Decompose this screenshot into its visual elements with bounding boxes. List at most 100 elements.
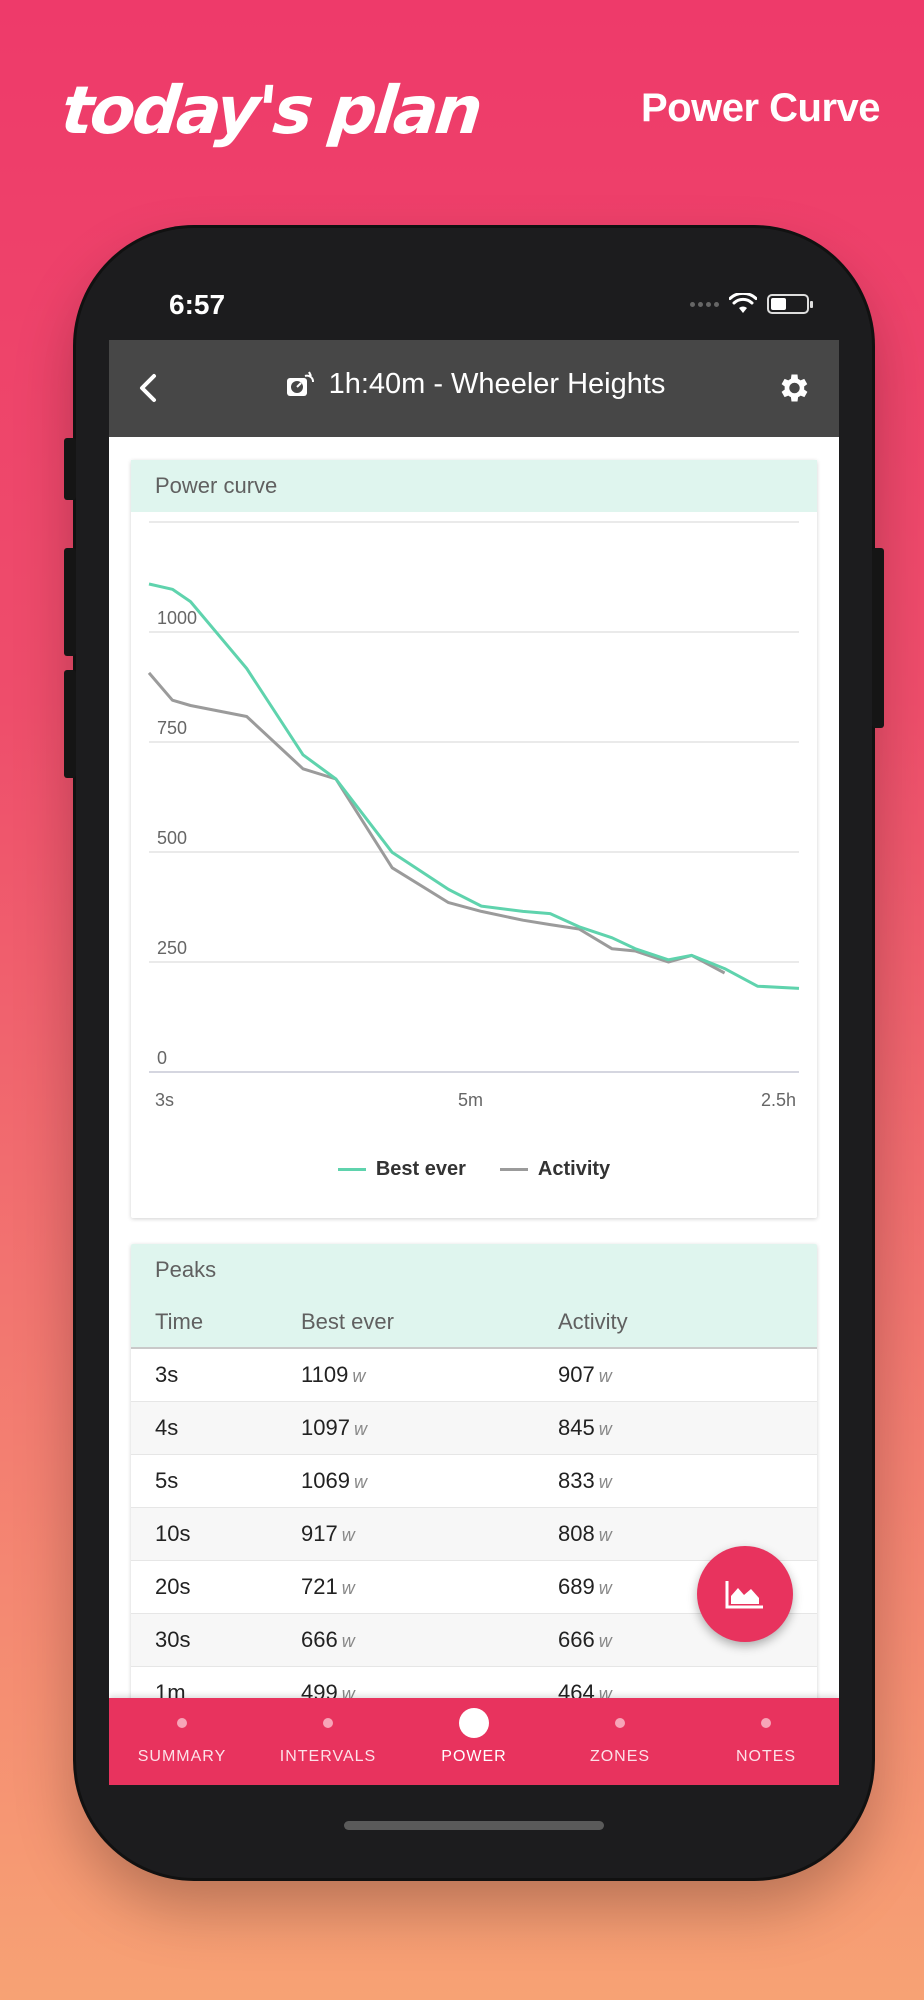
cell-best-ever: 721 w [301,1560,558,1614]
nav-label: ZONES [589,1748,651,1765]
cellular-signal-icon [690,301,719,307]
unit-label: w [598,1577,612,1598]
unit-label: w [352,1365,366,1386]
chevron-left-icon[interactable] [129,368,169,408]
app-bar: 1h:40m - Wheeler Heights [109,340,839,437]
cell-time: 10s [131,1507,301,1561]
nav-label: SUMMARY [137,1748,227,1765]
speedometer-icon [286,371,314,396]
nav-dot-icon [761,1718,771,1728]
status-time: 6:57 [169,289,226,320]
activity-value: 845 [558,1414,595,1440]
column-header-activity: Activity [558,1296,817,1349]
unit-label: w [598,1471,612,1492]
cell-time: 5s [131,1454,301,1508]
x-tick-label: 3s [155,1090,174,1110]
table-row: 30s 666 w 666 w [131,1613,817,1667]
legend-label-activity: Activity [537,1158,611,1180]
activity-value: 666 [558,1626,595,1652]
nav-notes[interactable]: NOTES [693,1698,839,1785]
unit-label: w [353,1418,367,1439]
cell-activity: 845 w [558,1401,817,1455]
activity-value: 689 [558,1573,595,1599]
column-header-best-ever: Best ever [301,1296,558,1349]
best-value: 1097 [301,1414,350,1440]
nav-zones[interactable]: ZONES [547,1698,693,1785]
y-tick-label: 1000 [157,608,197,628]
app-screen: 1h:40m - Wheeler Heights Power curve 100… [109,340,839,1785]
promo-title: Power Curve [640,86,881,130]
battery-level [771,298,787,310]
area-chart-icon [725,1581,763,1609]
legend-item-activity[interactable]: Activity [499,1158,611,1181]
cell-best-ever: 1097 w [301,1401,558,1455]
phone-mute-switch [64,438,76,500]
cell-best-ever: 917 w [301,1507,558,1561]
nav-intervals[interactable]: INTERVALS [255,1698,401,1785]
nav-dot-active-icon [459,1708,489,1738]
phone-volume-down [64,670,76,778]
activity-title: 1h:40m - Wheeler Heights [109,368,839,401]
cell-activity: 833 w [558,1454,817,1508]
y-tick-label: 500 [157,828,187,848]
best-value: 917 [301,1520,338,1546]
table-row: 10s 917 w 808 w [131,1507,817,1561]
unit-label: w [598,1630,612,1651]
power-curve-card: Power curve 1000 750 500 250 0 3s 5m 2.5h Best … [131,460,817,1218]
cell-time: 1m [131,1666,301,1704]
unit-label: w [353,1471,367,1492]
phone-volume-up [64,548,76,656]
home-indicator[interactable] [344,1821,604,1830]
nav-label: POWER [441,1748,507,1765]
legend-item-best-ever[interactable]: Best ever [337,1158,466,1181]
cell-time: 30s [131,1613,301,1667]
table-row: 3s 1109 w 907 w [131,1348,817,1402]
legend-swatch-activity [499,1168,528,1171]
cell-activity: 907 w [558,1348,817,1402]
table-row: 5s 1069 w 833 w [131,1454,817,1508]
bottom-nav: SUMMARY INTERVALS POWER ZONES NOTES [109,1698,839,1785]
y-tick-label: 750 [157,718,187,738]
chart-view-button[interactable] [697,1546,793,1642]
status-bar: 6:57 [109,275,839,340]
brand-logo: today's plan [57,72,484,149]
unit-label: w [341,1577,355,1598]
best-value: 666 [301,1626,338,1652]
y-tick-label: 250 [157,938,187,958]
activity-title-text: 1h:40m - Wheeler Heights [328,368,666,400]
activity-value: 808 [558,1520,595,1546]
nav-power[interactable]: POWER [401,1698,547,1785]
x-tick-label: 2.5h [761,1090,796,1110]
unit-label: w [598,1524,612,1545]
unit-label: w [341,1524,355,1545]
power-curve-chart: 1000 750 500 250 0 3s 5m 2.5h [147,521,800,1110]
wifi-icon [729,293,757,313]
gear-icon[interactable] [775,370,811,406]
x-tick-label: 5m [458,1090,483,1110]
activity-value: 833 [558,1467,595,1493]
battery-icon [767,294,813,314]
peaks-table: Time Best ever Activity 3s 1109 w 907 w 4s… [131,1296,817,1704]
power-curve-title: Power curve [131,460,817,512]
nav-summary[interactable]: SUMMARY [109,1698,255,1785]
unit-label: w [598,1418,612,1439]
table-row: 4s 1097 w 845 w [131,1401,817,1455]
cell-best-ever: 666 w [301,1613,558,1667]
best-value: 1069 [301,1467,350,1493]
cell-time: 3s [131,1348,301,1402]
legend-label-best-ever: Best ever [375,1158,466,1180]
nav-dot-icon [177,1718,187,1728]
peaks-table-header: Time Best ever Activity [131,1296,817,1349]
unit-label: w [341,1630,355,1651]
peaks-card: Peaks Time Best ever Activity 3s 1109 w 9… [131,1244,817,1704]
best-value: 721 [301,1573,338,1599]
cell-activity: 808 w [558,1507,817,1561]
peaks-title: Peaks [131,1244,817,1296]
cell-best-ever: 1069 w [301,1454,558,1508]
nav-label: NOTES [735,1748,797,1765]
column-header-time: Time [131,1296,301,1349]
chart-legend: Best ever Activity [131,1158,817,1181]
y-tick-label: 0 [157,1048,167,1068]
series-line-activity [147,671,726,975]
nav-dot-icon [615,1718,625,1728]
